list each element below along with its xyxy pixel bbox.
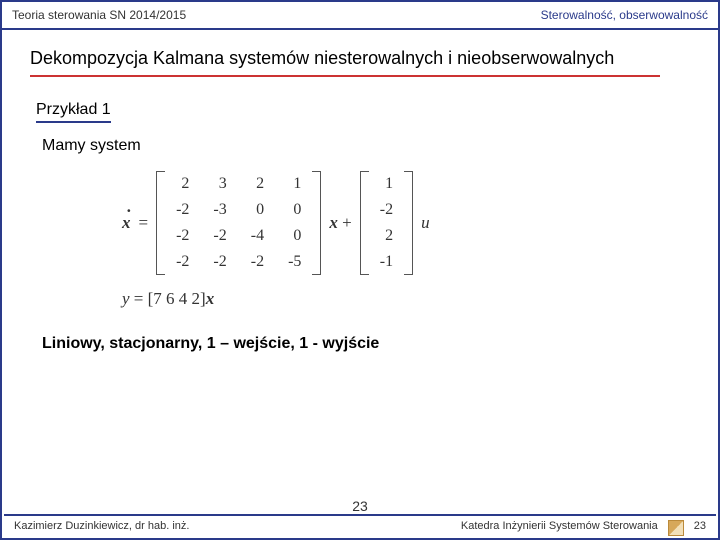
footer-dept: Katedra Inżynierii Systemów Sterowania — [461, 520, 658, 532]
state-equation: x = 2321 -2-300 -2-2-40 -2-2-2-5 x + 1 -… — [122, 171, 718, 309]
system-description: Liniowy, stacjonarny, 1 – wejście, 1 - w… — [42, 335, 718, 353]
header-right: Sterowalność, obserwowalność — [541, 8, 708, 22]
example-label: Przykład 1 — [36, 101, 111, 123]
slide-title: Dekompozycja Kalmana systemów niesterowa… — [30, 48, 660, 77]
page-corner-icon — [668, 520, 684, 536]
matrix-A: 2321 -2-300 -2-2-40 -2-2-2-5 — [156, 171, 321, 275]
slide: Teoria sterowania SN 2014/2015 Sterowaln… — [0, 0, 720, 540]
page-number-corner: 23 — [694, 520, 706, 532]
footer-author: Kazimierz Duzinkiewicz, dr hab. inż. — [14, 520, 189, 532]
slide-header: Teoria sterowania SN 2014/2015 Sterowaln… — [2, 2, 718, 30]
matrix-B: 1 -2 2 -1 — [360, 171, 413, 275]
slide-footer: Kazimierz Duzinkiewicz, dr hab. inż. Kat… — [4, 514, 716, 536]
output-equation: y = [7 6 4 2]x — [122, 289, 718, 309]
input-symbol: u — [421, 213, 430, 232]
header-left: Teoria sterowania SN 2014/2015 — [12, 8, 186, 22]
state-vector: x — [329, 213, 338, 232]
given-label: Mamy system — [42, 137, 718, 155]
page-number-center: 23 — [352, 498, 368, 514]
